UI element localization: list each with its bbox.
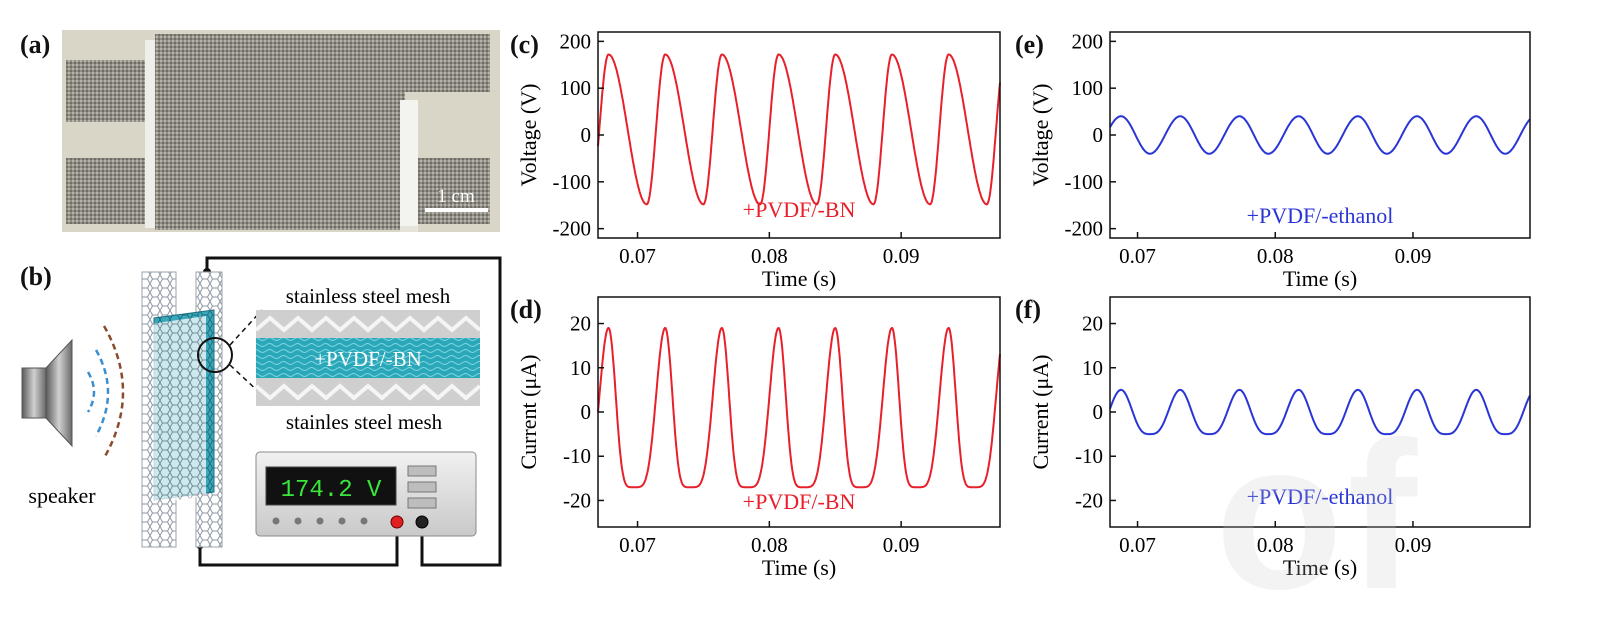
y-tick-label: -200: [1065, 217, 1104, 241]
series-annotation: +PVDF/-ethanol: [1247, 203, 1394, 228]
panel-label-d: (d): [510, 295, 542, 324]
scale-bar-label: 1 cm: [437, 186, 475, 207]
x-tick-label: 0.08: [751, 533, 788, 557]
top-mesh-label: stainless steel mesh: [286, 284, 451, 308]
zoom-circle: [197, 337, 233, 373]
series-line-e: [1109, 115, 1531, 155]
device-schematic: [141, 271, 223, 548]
y-tick-label: 10: [1082, 356, 1103, 380]
y-tick-label: -100: [1065, 170, 1104, 194]
x-tick-label: 0.09: [883, 244, 920, 268]
x-tick-label: 0.07: [1119, 533, 1156, 557]
x-tick-label: 0.08: [1257, 244, 1294, 268]
x-axis-label: Time (s): [762, 266, 836, 291]
y-tick-label: -100: [553, 170, 592, 194]
y-tick-label: 0: [581, 400, 592, 424]
y-tick-label: 20: [1082, 312, 1103, 336]
y-axis-label: Voltage (V): [1028, 84, 1053, 187]
speaker-label: speaker: [28, 483, 96, 508]
black-terminal: [415, 515, 429, 529]
speaker-icon: [21, 338, 73, 448]
circuit-wire: [198, 256, 502, 567]
y-tick-label: 100: [1072, 76, 1104, 100]
y-tick-label: -10: [563, 444, 591, 468]
panel-label-a: (a): [20, 30, 51, 59]
watermark: of: [1215, 398, 1422, 633]
y-tick-label: 20: [570, 312, 591, 336]
y-tick-label: -20: [563, 488, 591, 512]
x-tick-label: 0.09: [883, 533, 920, 557]
plot-frame-d: [597, 296, 1001, 528]
meter-reading: 174.2 V: [281, 477, 382, 504]
panel-label-b: (b): [20, 262, 52, 291]
scale-bar: 1 cm: [425, 186, 488, 212]
series-line-c: [597, 53, 1001, 206]
sound-wave-icon: [86, 325, 125, 459]
x-tick-label: 0.07: [619, 533, 656, 557]
series-line-d: [597, 326, 1001, 489]
y-tick-label: 100: [560, 76, 592, 100]
y-tick-label: -20: [1075, 488, 1103, 512]
y-tick-label: -200: [553, 217, 592, 241]
y-axis-label: Current (μA): [1028, 354, 1053, 469]
panel-label-f: (f): [1015, 295, 1041, 324]
bottom-mesh-label: stainles steel mesh: [286, 410, 443, 434]
x-tick-label: 0.08: [751, 244, 788, 268]
y-tick-label: 10: [570, 356, 591, 380]
y-tick-label: 200: [560, 29, 592, 53]
x-tick-label: 0.07: [619, 244, 656, 268]
y-tick-label: -10: [1075, 444, 1103, 468]
device-photo: [62, 30, 500, 232]
plot-frame-e: [1109, 31, 1531, 239]
layer-label: +PVDF/-BN: [314, 347, 422, 371]
y-tick-label: 0: [1093, 123, 1104, 147]
voltmeter: [255, 451, 477, 537]
y-tick-label: 0: [581, 123, 592, 147]
red-terminal: [390, 515, 404, 529]
x-tick-label: 0.09: [1395, 244, 1432, 268]
series-annotation: +PVDF/-BN: [743, 197, 856, 222]
y-tick-label: 0: [1093, 400, 1104, 424]
cross-section-diagram: [254, 310, 482, 406]
x-axis-label: Time (s): [1283, 266, 1357, 291]
photo-and-schematic: 1 cm speaker stainless steel mesh +PVDF/…: [21, 30, 502, 567]
series-annotation: +PVDF/-BN: [743, 489, 856, 514]
y-tick-label: 200: [1072, 29, 1104, 53]
plot-frame-c: [597, 31, 1001, 239]
panel-label-e: (e): [1015, 30, 1044, 59]
x-tick-label: 0.07: [1119, 244, 1156, 268]
x-axis-label: Time (s): [762, 555, 836, 580]
panel-label-c: (c): [510, 30, 539, 59]
